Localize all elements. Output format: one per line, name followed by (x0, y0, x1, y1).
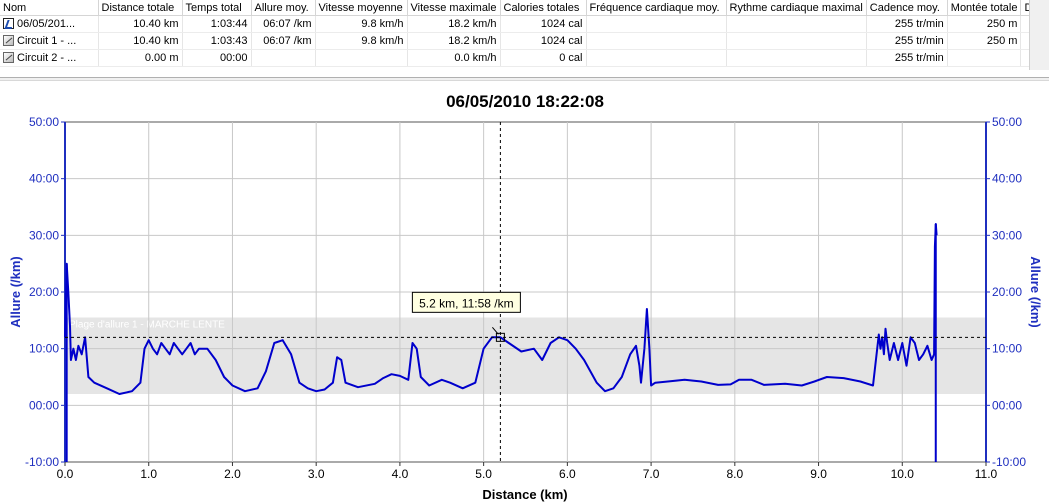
column-header[interactable]: Montée totale (947, 0, 1022, 16)
y-tick-label-left: 00:00 (29, 398, 59, 412)
y-tick-label-right: 30:00 (992, 228, 1022, 242)
y-tick-label-right: 20:00 (992, 285, 1022, 299)
column-header[interactable]: Nom (0, 0, 99, 16)
table-cell: 9.8 km/h (315, 15, 408, 33)
y-tick-label-left: -10:00 (25, 455, 59, 469)
table-cell: 10.40 km (98, 32, 183, 50)
table-cell: 18.2 km/h (407, 32, 501, 50)
table-cell: 0 cal (500, 49, 587, 67)
table-cell: 06:07 /km (251, 32, 316, 50)
y-tick-label-right: 50:00 (992, 115, 1022, 129)
pace-series-line (64, 223, 938, 395)
table-cell (726, 32, 867, 50)
lap-icon (3, 52, 14, 63)
lap-icon (3, 35, 14, 46)
table-cell (586, 49, 727, 67)
y-tick-label-right: -10:00 (992, 455, 1026, 469)
table-cell (315, 49, 408, 67)
row-name-cell: 06/05/201... (0, 15, 99, 33)
table-cell (726, 15, 867, 33)
x-tick-label: 10.0 (891, 467, 915, 481)
x-tick-label: 9.0 (810, 467, 827, 481)
crosshair-marker[interactable] (495, 332, 505, 342)
table-cell: 0.00 m (98, 49, 183, 67)
y-tick-label-left: 40:00 (29, 172, 59, 186)
table-cell: 255 tr/min (866, 15, 948, 33)
y-tick-label-left: 50:00 (29, 115, 59, 129)
table-header: Nom Distance totale Temps total Allure moy.… (0, 0, 1042, 16)
chart-title: 06/05/2010 18:22:08 (446, 92, 604, 111)
x-tick-label: 3.0 (308, 467, 325, 481)
tooltip-box (411, 291, 521, 313)
x-tick-label: 11.0 (975, 467, 998, 481)
table-cell (947, 49, 1022, 67)
x-tick-label: 4.0 (392, 467, 409, 481)
column-header[interactable]: Distance totale (98, 0, 183, 16)
x-tick-label: 7.0 (643, 467, 660, 481)
table-cell (726, 49, 867, 67)
y-axis-label-right: Allure (/km) (1028, 256, 1043, 328)
table-scrollbar[interactable] (1029, 0, 1049, 70)
y-tick-label-right: 40:00 (992, 172, 1022, 186)
table-cell: 1:03:43 (182, 32, 252, 50)
table-cell: 9.8 km/h (315, 32, 408, 50)
table-cell (586, 15, 727, 33)
x-tick-label: 1.0 (140, 467, 157, 481)
table-cell: 06:07 /km (251, 15, 316, 33)
pace-chart: Plage d'allure 1 - MARCHE LENTE 0.0 1.0 2.… (8, 92, 1043, 502)
column-header[interactable]: Vitesse moyenne (315, 0, 408, 16)
x-tick-label: 5.0 (475, 467, 492, 481)
x-tick-label: 6.0 (559, 467, 576, 481)
column-header[interactable]: Cadence moy. (866, 0, 948, 16)
column-header[interactable]: Vitesse maximale (407, 0, 501, 16)
pane-splitter[interactable] (0, 77, 1049, 81)
table-cell: 00:00 (182, 49, 252, 67)
table-cell: 250 m (947, 15, 1022, 33)
x-axis-label: Distance (km) (482, 487, 567, 502)
column-header[interactable]: Calories totales (500, 0, 587, 16)
table-cell: 1:03:44 (182, 15, 252, 33)
row-name-cell: Circuit 2 - ... (0, 49, 99, 67)
y-tick-label-right: 10:00 (992, 342, 1022, 356)
table-row[interactable]: 06/05/201... 10.40 km 1:03:44 06:07 /km 9.8 … (0, 15, 1042, 33)
y-tick-label-left: 20:00 (29, 285, 59, 299)
y-tick-label-left: 30:00 (29, 228, 59, 242)
pace-zone-band (65, 317, 986, 394)
table-cell: 10.40 km (98, 15, 183, 33)
x-tick-label: 2.0 (224, 467, 241, 481)
tooltip-pointer (492, 327, 499, 335)
y-tick-label-left: 10:00 (29, 342, 59, 356)
table-cell: 255 tr/min (866, 32, 948, 50)
activity-table: Nom Distance totale Temps total Allure moy.… (0, 0, 1049, 76)
y-axis-label-left: Allure (/km) (8, 256, 23, 328)
column-header[interactable]: Rythme cardiaque maximal (726, 0, 867, 16)
pace-zone-label: Plage d'allure 1 - MARCHE LENTE (69, 320, 225, 331)
row-name: Circuit 2 - ... (17, 52, 77, 64)
row-name: Circuit 1 - ... (17, 35, 77, 47)
x-tick-label: 8.0 (726, 467, 743, 481)
table-row[interactable]: Circuit 2 - ... 0.00 m 00:00 0.0 km/h 0 cal 2… (0, 49, 1042, 67)
table-cell: 18.2 km/h (407, 15, 501, 33)
row-name: 06/05/201... (17, 18, 76, 30)
table-cell (586, 32, 727, 50)
table-cell: 1024 cal (500, 32, 587, 50)
column-header[interactable]: Fréquence cardiaque moy. (586, 0, 727, 16)
table-cell: 0.0 km/h (407, 49, 501, 67)
column-header[interactable]: Temps total (182, 0, 252, 16)
table-cell: 1024 cal (500, 15, 587, 33)
table-cell: 255 tr/min (866, 49, 948, 67)
row-name-cell: Circuit 1 - ... (0, 32, 99, 50)
tooltip-text: 5.2 km, 11:58 /km (419, 296, 513, 310)
running-activity-icon (3, 18, 14, 29)
table-cell (251, 49, 316, 67)
x-tick-label: 0.0 (57, 467, 74, 481)
table-row[interactable]: Circuit 1 - ... 10.40 km 1:03:43 06:07 /km 9… (0, 32, 1042, 50)
y-tick-label-right: 00:00 (992, 398, 1022, 412)
column-header[interactable]: Allure moy. (251, 0, 316, 16)
table-cell: 250 m (947, 32, 1022, 50)
